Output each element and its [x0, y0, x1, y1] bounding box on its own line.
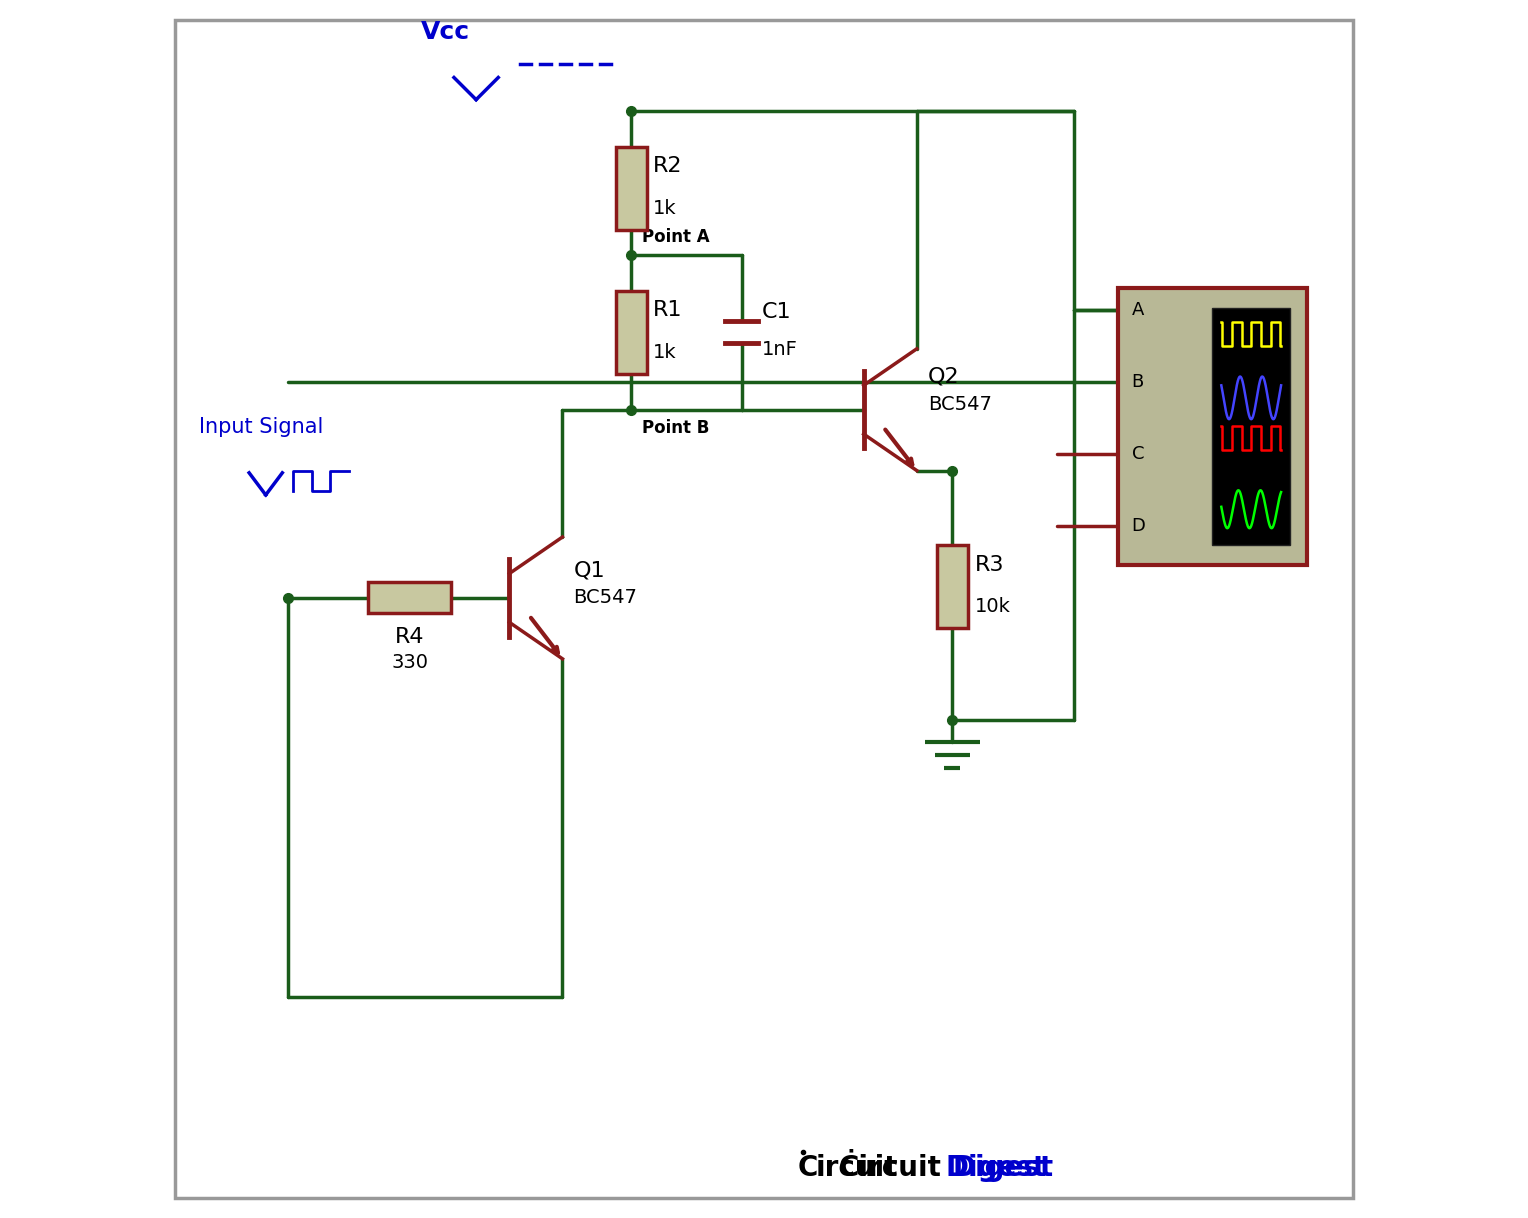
Text: 330: 330: [391, 653, 428, 671]
Text: R1: R1: [654, 300, 683, 320]
Text: C: C: [1132, 445, 1144, 463]
Text: R3: R3: [975, 554, 1004, 575]
Text: Vcc: Vcc: [420, 21, 471, 44]
Text: BC547: BC547: [927, 395, 992, 414]
Text: Digest: Digest: [946, 1155, 1047, 1183]
Text: Point A: Point A: [642, 228, 711, 246]
Text: R2: R2: [654, 156, 683, 177]
Text: Point B: Point B: [642, 419, 709, 436]
Bar: [368, 582, 451, 614]
Text: Ċircuit: Ċircuit: [839, 1155, 941, 1183]
Text: C1: C1: [762, 302, 792, 323]
Text: D: D: [1132, 516, 1146, 535]
Text: Digest: Digest: [952, 1155, 1053, 1183]
Bar: [1118, 287, 1306, 565]
Text: A: A: [1132, 301, 1144, 319]
Bar: [616, 146, 646, 230]
Text: 1k: 1k: [654, 342, 677, 362]
Bar: [937, 546, 967, 628]
Text: B: B: [1132, 373, 1144, 391]
Bar: [616, 291, 646, 374]
Text: R4: R4: [394, 627, 425, 647]
Text: Input Signal: Input Signal: [199, 418, 324, 437]
Text: Q1: Q1: [573, 560, 605, 580]
Text: Q2: Q2: [927, 367, 960, 386]
Text: 1k: 1k: [654, 199, 677, 218]
Text: ircuit: ircuit: [816, 1155, 898, 1183]
Text: BC547: BC547: [573, 588, 637, 608]
Text: 10k: 10k: [975, 597, 1010, 616]
Text: C: C: [798, 1155, 817, 1183]
Text: 1nF: 1nF: [762, 340, 798, 359]
Bar: [1212, 308, 1290, 544]
